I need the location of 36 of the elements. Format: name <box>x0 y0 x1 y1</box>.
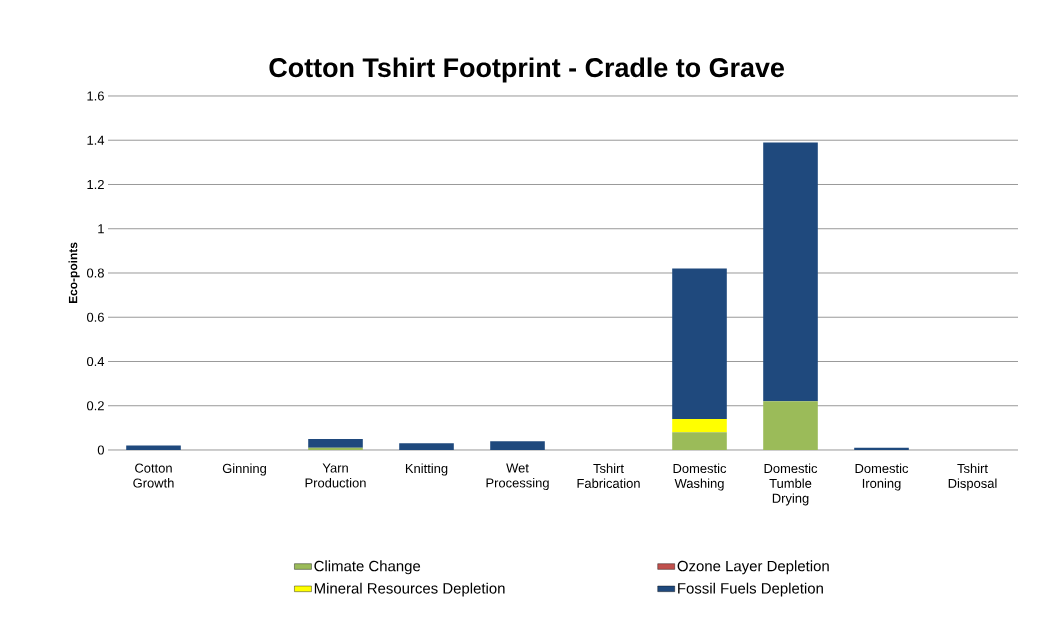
bar <box>854 447 909 450</box>
x-tick-label: Domestic Ironing <box>855 463 909 491</box>
x-tick-label: Tshirt Fabrication <box>577 463 640 488</box>
legend-label: Fossil Fuels Depletion <box>678 582 823 597</box>
legend-label: Climate Change <box>314 560 421 575</box>
legend-label: Mineral Resources Depletion <box>314 582 505 597</box>
bar <box>763 142 818 402</box>
y-tick-label: 0.4 <box>86 356 105 367</box>
bar <box>763 401 818 450</box>
bar <box>308 438 363 448</box>
y-tick-label: 1 <box>98 224 104 234</box>
x-tick-label: Domestic Washing <box>673 463 727 491</box>
x-tick-label: Domestic Tumble Drying <box>764 463 818 506</box>
bar <box>399 443 454 450</box>
y-axis-title: Eco-points <box>68 242 80 304</box>
y-tick-label: 1.2 <box>87 179 104 190</box>
x-tick-label: Knitting <box>405 463 448 476</box>
bar <box>308 447 363 450</box>
y-tick-label: 1.4 <box>87 135 105 145</box>
y-tick-label: 0.6 <box>86 312 104 322</box>
y-tick-label: 0.2 <box>86 401 104 411</box>
y-tick-label: 0 <box>97 445 104 455</box>
bar <box>490 441 545 450</box>
x-tick-label: Tshirt Disposal <box>948 463 997 491</box>
x-tick-label: Yarn Production <box>305 463 366 488</box>
chart-title: Cotton Tshirt Footprint - Cradle to Grave <box>269 57 784 83</box>
bar <box>672 268 727 420</box>
y-tick-label: 1.6 <box>87 91 104 101</box>
bar <box>672 419 727 433</box>
x-tick-label: Wet Processing <box>486 463 549 491</box>
x-tick-label: Ginning <box>222 463 266 476</box>
legend-label: Ozone Layer Depletion <box>677 560 829 575</box>
x-tick-label: Cotton Growth <box>133 463 174 488</box>
bar <box>126 445 181 450</box>
bar <box>672 432 727 450</box>
y-tick-label: 0.8 <box>86 268 104 278</box>
